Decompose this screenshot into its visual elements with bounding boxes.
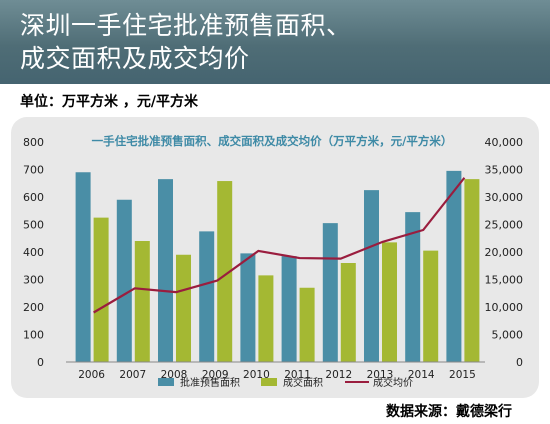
x-tick-label: 2009: [202, 369, 229, 381]
transacted-area-bar: [258, 275, 274, 362]
source-label: 数据来源：戴德梁行: [386, 404, 512, 420]
y-tick-label: 0: [37, 356, 44, 369]
y-tick-label: 300: [23, 274, 44, 287]
y2-tick-label: 5,000: [492, 329, 524, 342]
left-axis: 0 100 200 300 400 500 600 700 800: [23, 136, 44, 369]
y-tick-label: 800: [23, 136, 44, 149]
transacted-area-bar: [382, 242, 397, 362]
y2-tick-label: 20,000: [485, 246, 524, 259]
transacted-area-bar: [217, 181, 233, 362]
approved-area-bar: [116, 199, 132, 362]
legend-price-label: 成交均价: [373, 376, 413, 389]
approved-area-bar: [240, 253, 256, 362]
y2-tick-label: 25,000: [485, 219, 524, 232]
page-title: 深圳一手住宅批准预售面积、 成交面积及成交均价: [20, 9, 540, 75]
approved-area-bar: [446, 170, 462, 362]
legend: 批准预售面积 成交面积 成交均价: [158, 376, 413, 389]
page-title-line-1: 深圳一手住宅批准预售面积、: [20, 11, 352, 40]
transacted-area-bar: [423, 250, 439, 362]
approved-area-bar: [199, 231, 215, 362]
y2-tick-label: 15,000: [485, 274, 524, 287]
price-line: [93, 177, 466, 314]
y2-tick-label: 40,000: [485, 136, 524, 149]
y-tick-label: 400: [23, 246, 44, 259]
approved-area-bar: [405, 212, 421, 362]
right-axis: 0 5,000 10,000 15,000 20,000 25,000 30,000 35,0…: [485, 136, 524, 369]
legend-approved-label: 批准预售面积: [180, 376, 240, 389]
y2-tick-label: 10,000: [485, 301, 524, 314]
approved-area-bar: [322, 223, 338, 362]
x-tick-label: 2012: [325, 369, 352, 381]
y-tick-label: 500: [23, 219, 44, 232]
transacted-area-bar: [299, 287, 315, 362]
x-tick-label: 2011: [284, 369, 311, 381]
y2-tick-label: 0: [516, 356, 523, 369]
legend-approved-swatch: [158, 378, 174, 386]
legend-transacted-label: 成交面积: [283, 376, 323, 389]
title-banner: 深圳一手住宅批准预售面积、 成交面积及成交均价: [0, 0, 550, 84]
x-tick-label: 2015: [449, 369, 476, 381]
x-tick-label: 2014: [408, 369, 435, 381]
approved-area-bar: [281, 256, 297, 362]
transacted-area-bar: [134, 241, 150, 362]
approved-area-bar: [158, 179, 173, 362]
x-tick-label: 2007: [119, 369, 146, 381]
legend-transacted-swatch: [261, 378, 277, 386]
bars-group: [75, 170, 480, 362]
y-tick-label: 100: [23, 329, 44, 342]
price-line-group: [93, 177, 466, 314]
x-tick-label: 2013: [367, 369, 394, 381]
x-tick-label: 2006: [78, 369, 105, 381]
transacted-area-bar: [340, 263, 356, 362]
combo-chart: 一手住宅批准预售面积、成交面积及成交均价（万平方米，元/平方米） 0 100 200…: [23, 134, 524, 389]
transacted-area-bar: [464, 179, 480, 362]
y-tick-label: 200: [23, 301, 44, 314]
y2-tick-label: 35,000: [485, 164, 524, 177]
y-tick-label: 600: [23, 191, 44, 204]
transacted-area-bar: [93, 217, 109, 362]
unit-label: 单位：万平方米 ，元/平方米: [20, 94, 198, 110]
chart-panel: 一手住宅批准预售面积、成交面积及成交均价（万平方米，元/平方米） 0 100 200…: [11, 117, 539, 398]
approved-area-bar: [75, 172, 91, 362]
approved-area-bar: [364, 190, 379, 362]
y2-tick-label: 30,000: [485, 191, 524, 204]
page-title-line-2: 成交面积及成交均价: [20, 44, 250, 73]
chart-title: 一手住宅批准预售面积、成交面积及成交均价（万平方米，元/平方米）: [92, 134, 453, 148]
transacted-area-bar: [176, 254, 191, 362]
y-tick-label: 700: [23, 164, 44, 177]
